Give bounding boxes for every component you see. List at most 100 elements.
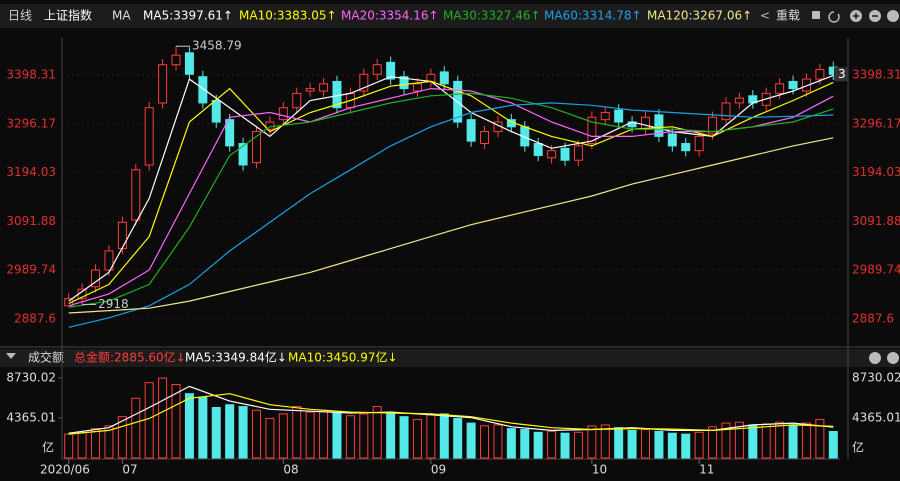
candle-body <box>359 73 369 92</box>
volume-bar <box>332 412 342 459</box>
volume-bar <box>345 415 355 459</box>
volume-bar <box>533 431 543 459</box>
volume-bar <box>238 406 248 459</box>
toolbar <box>0 4 900 28</box>
candle-body <box>573 145 583 161</box>
candle-body <box>694 135 704 152</box>
candle-body <box>788 80 798 90</box>
y-tick-label-right: 3398.31 <box>852 68 900 82</box>
candle-body <box>305 88 315 92</box>
candle-body <box>399 76 409 90</box>
candle-body <box>466 119 476 142</box>
volume-bar <box>708 426 718 459</box>
volume-bar <box>372 406 382 459</box>
lock-icon[interactable] <box>812 11 820 19</box>
ma-label[interactable]: MA <box>112 9 131 23</box>
volume-bar <box>627 429 637 459</box>
volume-header <box>0 349 900 367</box>
legend-entry: MA120:3267.06↑ <box>647 9 752 23</box>
candle-body <box>412 83 422 92</box>
volume-bar <box>614 427 624 459</box>
high-label: 3458.79 <box>192 39 242 53</box>
volume-bar <box>278 413 288 459</box>
volume-bar <box>386 411 396 459</box>
volume-bar <box>815 418 825 459</box>
volume-bar <box>439 413 449 459</box>
volume-bar <box>775 421 785 459</box>
legend-entry: MA5:3349.84亿↓ <box>185 350 287 365</box>
y-tick-label-right: 3091.88 <box>852 214 900 228</box>
y-tick-label: 2887.6 <box>14 311 56 325</box>
candle-body <box>184 52 194 75</box>
volume-bar <box>681 433 691 459</box>
volume-bar <box>587 425 597 459</box>
y-tick-label: 8730.02 <box>6 370 56 384</box>
legend-entry: MA60:3314.78↑ <box>544 9 642 23</box>
candle-body <box>775 83 785 94</box>
volume-bar <box>560 432 570 459</box>
y-tick-label: 3398.31 <box>6 68 56 82</box>
index-name: 上证指数 <box>44 8 92 23</box>
volume-bar <box>305 411 315 459</box>
period[interactable]: 日线 <box>8 9 32 23</box>
volume-bar <box>788 424 798 459</box>
candle-body <box>721 102 731 121</box>
y-tick-label-right: 3296.17 <box>852 116 900 130</box>
candle-body <box>225 119 235 147</box>
volume-close[interactable] <box>869 352 881 364</box>
candle-body <box>265 121 275 130</box>
ma-line <box>68 137 834 314</box>
volume-bar <box>211 406 221 459</box>
legend-entry: MA30:3327.46↑ <box>443 9 541 23</box>
volume-bar <box>265 418 275 459</box>
candle-body <box>681 143 691 152</box>
unit-label-right: 亿 <box>852 440 864 455</box>
volume-bar <box>426 414 436 459</box>
volume-bar <box>91 428 101 459</box>
candle-body <box>654 114 664 137</box>
y-tick-label: 2989.74 <box>6 263 56 277</box>
nav-prev[interactable]: < <box>760 9 770 23</box>
x-tick-label: 08 <box>283 463 298 477</box>
candle-body <box>480 131 490 145</box>
y-tick-label: 3091.88 <box>6 214 56 228</box>
volume-bar <box>225 404 235 459</box>
volume-bar <box>721 422 731 459</box>
collapse-icon[interactable] <box>6 353 16 359</box>
legend-entry: MA10:3383.05↑ <box>239 9 337 23</box>
volume-bar <box>480 425 490 459</box>
y-tick-label: 3296.17 <box>6 116 56 130</box>
y-tick-label-right: 2989.74 <box>852 263 900 277</box>
reload[interactable]: 重载 <box>776 9 800 23</box>
volume-bar <box>654 430 664 459</box>
candle-body <box>278 107 288 121</box>
undo-icon[interactable] <box>828 11 840 23</box>
candle-body <box>386 61 396 80</box>
candle-body <box>292 92 302 109</box>
volume-bar <box>547 430 557 459</box>
candle-body <box>198 76 208 104</box>
volume-bar <box>171 384 181 459</box>
volume-bar <box>667 432 677 459</box>
candle-body <box>171 54 181 66</box>
volume-bar <box>453 418 463 459</box>
candle-body <box>252 131 261 164</box>
candle-body <box>158 64 168 104</box>
volume-bar <box>734 421 744 459</box>
candle-body <box>104 250 114 271</box>
x-tick-label: 07 <box>122 463 137 477</box>
y-tick-label-right: 8730.02 <box>852 370 900 384</box>
ma-line <box>68 92 834 308</box>
ma-line <box>68 74 834 302</box>
volume-settings[interactable] <box>887 352 899 364</box>
candle-body <box>238 143 248 166</box>
volume-bar <box>466 422 476 459</box>
x-tick-label: 2020/06 <box>40 463 90 477</box>
candle-body <box>372 64 382 75</box>
y-tick-label: 4365.01 <box>6 410 56 424</box>
volume-total: 总金额:2885.60亿↓ <box>74 350 186 365</box>
volume-bar <box>801 422 811 459</box>
settings[interactable] <box>887 10 899 22</box>
volume-bar <box>198 396 208 459</box>
